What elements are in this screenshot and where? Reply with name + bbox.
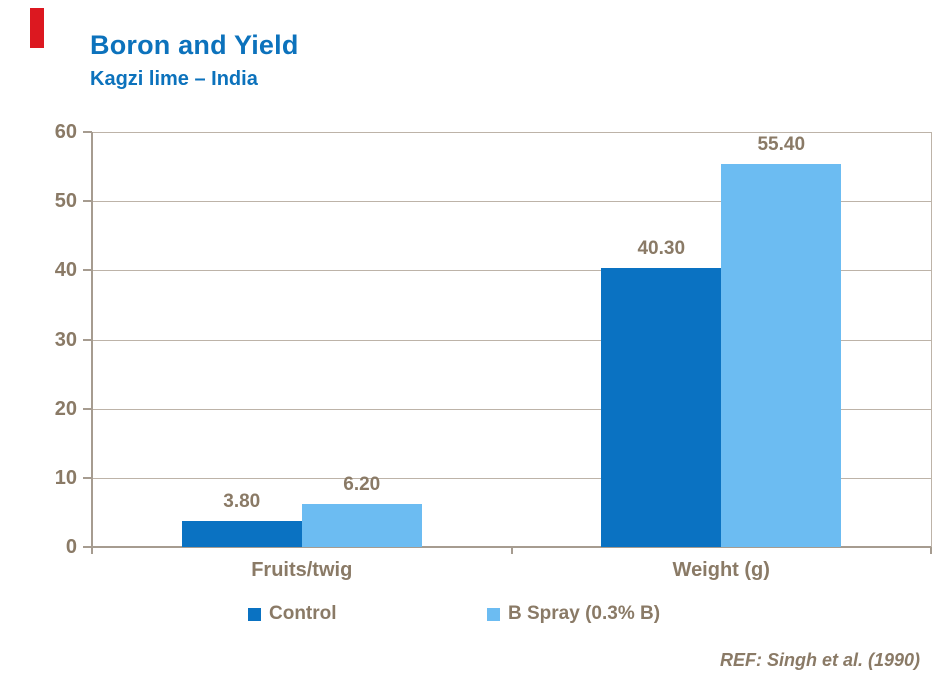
plot-right-border [931, 132, 932, 547]
bar [301, 504, 422, 547]
y-axis-label: 50 [54, 190, 77, 213]
bar-value-label: 55.40 [757, 133, 806, 155]
y-axis-label: 20 [54, 397, 77, 420]
category-label: Weight (g) [672, 559, 770, 581]
gridline [92, 408, 931, 410]
gridline [92, 201, 931, 203]
y-axis-line [91, 132, 93, 554]
y-axis-label: 60 [54, 121, 77, 143]
legend-item: B Spray (0.3% B) [487, 604, 660, 624]
y-axis-tick [83, 131, 92, 133]
page-title: Boron and Yield [90, 30, 299, 60]
gridline [92, 477, 931, 479]
gridline [92, 339, 931, 341]
bar [721, 163, 842, 547]
y-axis-label: 0 [65, 536, 77, 558]
legend-swatch [487, 607, 500, 621]
accent-bar [30, 8, 44, 48]
bar-value-label: 3.80 [223, 490, 261, 512]
y-axis-tick [83, 200, 92, 203]
bar-value-label: 6.20 [343, 474, 381, 496]
category-tick [930, 547, 932, 554]
reference-text: REF: Singh et al. (1990) [719, 650, 920, 670]
y-axis-tick [83, 269, 92, 272]
y-axis-tick [83, 546, 92, 548]
y-axis-label: 40 [54, 259, 77, 282]
y-axis-label: 10 [54, 466, 77, 489]
y-axis-tick [83, 407, 92, 410]
bar [181, 520, 302, 547]
legend-label: Control [269, 603, 337, 624]
legend-swatch [248, 607, 261, 621]
bar-value-label: 40.30 [637, 238, 686, 260]
page-subtitle: Kagzi lime – India [90, 68, 258, 90]
category-label: Fruits/twig [251, 559, 353, 581]
y-axis-label: 30 [54, 328, 77, 351]
category-tick [91, 547, 93, 554]
legend-label: B Spray (0.3% B) [508, 603, 661, 624]
bar [601, 268, 722, 547]
gridline [92, 270, 931, 272]
y-axis-tick [83, 476, 92, 479]
legend-item: Control [248, 604, 337, 624]
gridline [92, 132, 931, 133]
y-axis-tick [83, 338, 92, 341]
category-tick [510, 547, 513, 554]
